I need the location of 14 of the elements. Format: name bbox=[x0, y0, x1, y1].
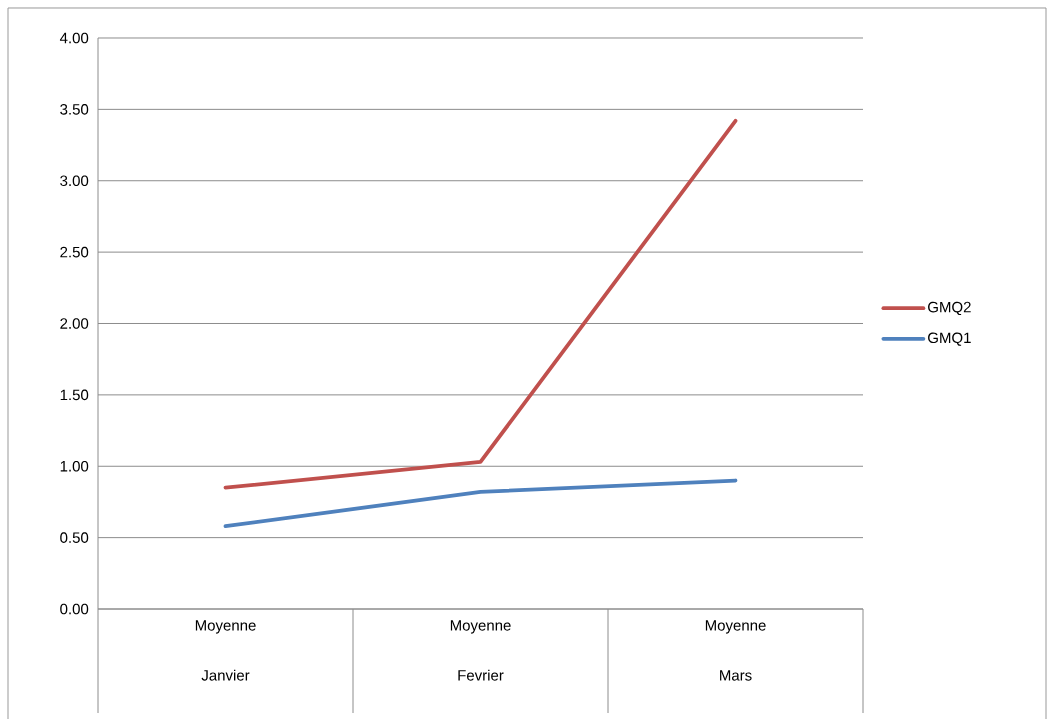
y-tick-label: 0.50 bbox=[60, 532, 89, 543]
y-tick-label: 1.00 bbox=[60, 460, 89, 472]
legend-label: GMQ1 bbox=[928, 332, 971, 346]
y-tick-label: 3.00 bbox=[60, 175, 89, 187]
category-label: Moyenne Janvier bbox=[195, 620, 256, 681]
y-tick-label: 3.50 bbox=[60, 104, 89, 115]
category-label: Moyenne Fevrier bbox=[450, 620, 511, 681]
category-label: Moyenne Mars bbox=[705, 620, 766, 681]
y-tick-label: 0.00 bbox=[60, 603, 89, 615]
y-tick-label: 1.50 bbox=[60, 389, 89, 401]
legend-label: GMQ2 bbox=[928, 301, 971, 316]
y-tick-label: 2.00 bbox=[60, 318, 89, 329]
y-tick-label: 2.50 bbox=[60, 246, 89, 258]
y-tick-label: 4.00 bbox=[59, 32, 89, 44]
